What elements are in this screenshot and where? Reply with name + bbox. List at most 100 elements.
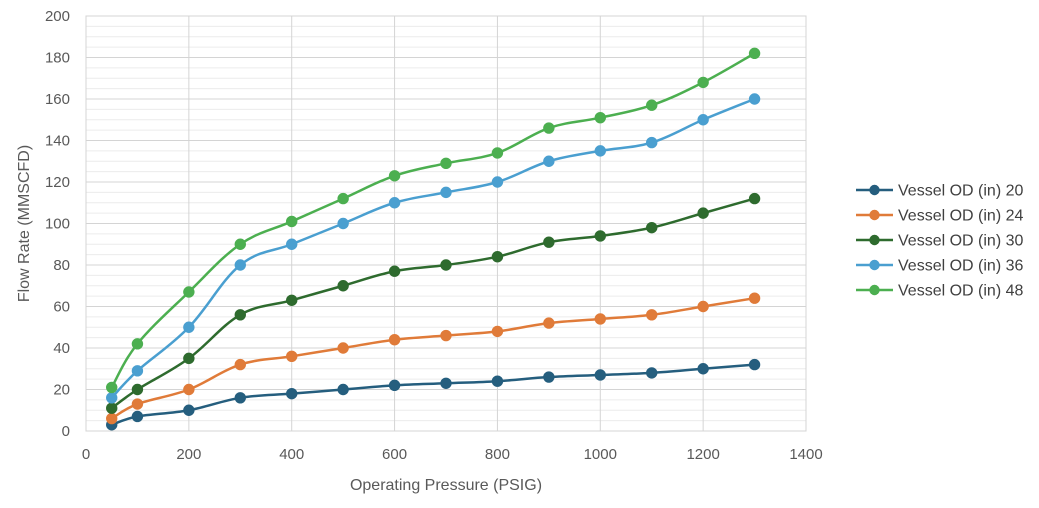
data-point <box>234 392 246 404</box>
legend-entry: Vessel OD (in) 30 <box>856 233 1023 250</box>
data-point <box>594 230 606 242</box>
y-tick-label: 140 <box>45 133 70 150</box>
x-tick-label: 200 <box>176 446 201 463</box>
series-line <box>111 363 755 426</box>
data-point <box>131 365 144 377</box>
data-point <box>748 192 761 205</box>
data-point <box>697 300 709 313</box>
legend-label: Vessel OD (in) 36 <box>898 258 1023 275</box>
x-tick-label: 1200 <box>686 446 719 463</box>
data-point <box>646 221 658 234</box>
data-point <box>337 383 349 396</box>
data-point <box>337 192 349 205</box>
data-point <box>286 238 298 250</box>
data-point <box>697 207 709 219</box>
data-point <box>106 392 118 404</box>
data-point <box>337 280 349 292</box>
y-tick-label: 180 <box>45 50 70 67</box>
data-point <box>388 379 401 392</box>
series-4 <box>106 47 761 394</box>
legend-label: Vessel OD (in) 20 <box>898 183 1023 200</box>
series-layer <box>106 47 761 431</box>
data-point <box>748 47 761 60</box>
data-point <box>697 114 709 126</box>
legend-label: Vessel OD (in) 48 <box>898 283 1023 300</box>
data-point <box>491 251 504 263</box>
data-point <box>106 412 118 425</box>
data-point <box>646 99 658 111</box>
y-tick-label: 0 <box>62 423 70 440</box>
data-point <box>697 76 709 89</box>
series-3 <box>106 93 761 404</box>
data-point <box>646 367 658 379</box>
data-point <box>594 111 606 124</box>
y-tick-label: 60 <box>53 299 70 316</box>
data-point <box>234 358 246 371</box>
x-tick-label: 400 <box>279 446 304 463</box>
data-point <box>388 197 401 209</box>
data-point <box>748 292 761 304</box>
y-tick-label: 100 <box>45 216 70 233</box>
data-point <box>337 217 349 230</box>
grid <box>85 15 807 432</box>
y-axis-title: Flow Rate (MMSCFD) <box>16 145 33 302</box>
plot-frame <box>85 15 807 432</box>
legend-entry: Vessel OD (in) 48 <box>856 283 1023 300</box>
x-tick-label: 1000 <box>584 446 617 463</box>
legend-marker <box>869 259 880 271</box>
data-point <box>106 381 118 394</box>
data-point <box>131 338 144 350</box>
series-0 <box>106 358 761 431</box>
legend-entry: Vessel OD (in) 24 <box>856 208 1023 225</box>
data-point <box>748 358 761 371</box>
data-point <box>543 371 555 383</box>
y-tick-label: 40 <box>53 340 70 357</box>
y-tick-label: 160 <box>45 91 70 108</box>
data-point <box>234 238 246 250</box>
data-point <box>594 145 606 157</box>
data-point <box>286 215 298 228</box>
data-point <box>337 342 349 354</box>
data-point <box>183 321 195 333</box>
data-point <box>234 259 246 271</box>
data-point <box>491 375 504 387</box>
data-point <box>594 313 606 325</box>
x-tick-label: 800 <box>485 446 510 463</box>
data-point <box>646 309 658 321</box>
data-point <box>131 398 144 410</box>
data-point <box>543 155 555 167</box>
x-axis-title: Operating Pressure (PSIG) <box>350 477 542 494</box>
x-tick-label: 0 <box>82 446 90 463</box>
data-point <box>286 350 298 362</box>
legend-entry: Vessel OD (in) 20 <box>856 183 1023 200</box>
data-point <box>440 157 452 170</box>
data-point <box>543 122 555 134</box>
data-point <box>697 363 709 375</box>
data-point <box>491 176 504 188</box>
data-point <box>491 325 504 338</box>
data-point <box>183 404 195 416</box>
legend-marker <box>869 209 880 221</box>
y-tick-label: 80 <box>53 257 70 274</box>
data-point <box>388 265 401 277</box>
data-point <box>106 402 118 414</box>
x-tick-label: 600 <box>382 446 407 463</box>
legend-marker <box>869 184 880 196</box>
data-point <box>286 387 298 400</box>
data-point <box>594 369 606 381</box>
data-point <box>183 352 195 365</box>
data-point <box>646 136 658 149</box>
series-2 <box>106 192 761 414</box>
data-point <box>234 309 246 321</box>
legend: Vessel OD (in) 20 Vessel OD (in) 24 Vessel… <box>856 183 1023 300</box>
series-1 <box>106 292 761 425</box>
y-tick-label: 20 <box>53 382 70 399</box>
legend-entry: Vessel OD (in) 36 <box>856 258 1023 275</box>
series-line <box>110 97 756 399</box>
data-point <box>748 93 761 105</box>
data-point <box>388 170 401 182</box>
data-point <box>440 259 452 271</box>
x-tick-label: 1400 <box>789 446 822 463</box>
